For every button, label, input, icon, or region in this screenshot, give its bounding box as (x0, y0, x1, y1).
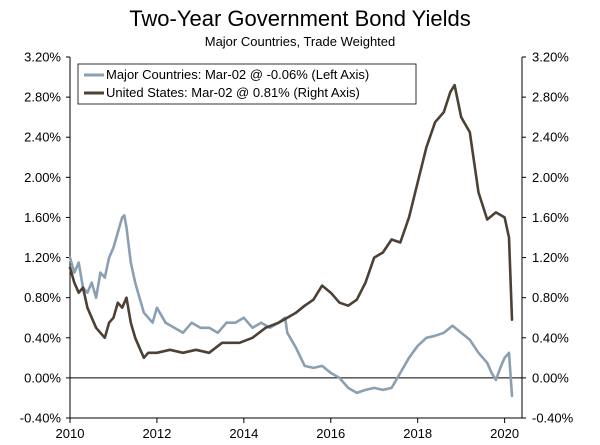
x-tick-label: 2020 (490, 426, 519, 441)
y-left-tick-label: 1.20% (24, 250, 61, 265)
y-right-tick-label: 0.80% (532, 290, 569, 305)
axes-layer: -0.40% -0.40% 0.00% 0.00% 0.40% 0.40% 0.80% 0.8… (20, 50, 574, 442)
series-layer (68, 83, 514, 398)
x-tick-label: 2014 (229, 426, 258, 441)
y-left-tick-label: 0.00% (24, 370, 61, 385)
series-line-united-states (68, 83, 514, 360)
legend-label-major-countries: Major Countries: Mar-02 @ -0.06% (Left A… (106, 67, 369, 82)
y-right-tick-label: 2.80% (532, 90, 569, 105)
x-tick-label: 2010 (56, 426, 85, 441)
y-left-tick-label: 0.40% (24, 330, 61, 345)
y-right-tick-label: -0.40% (532, 411, 574, 426)
legend-box (77, 63, 417, 105)
chart-title: Two-Year Government Bond Yields (129, 6, 471, 31)
series-line-major-countries (68, 214, 514, 398)
x-tick-label: 2016 (316, 426, 345, 441)
legend: Major Countries: Mar-02 @ -0.06% (Left A… (77, 63, 417, 105)
y-right-tick-label: 1.60% (532, 210, 569, 225)
x-tick-label: 2012 (142, 426, 171, 441)
y-left-tick-label: 3.20% (24, 50, 61, 65)
y-left-tick-label: -0.40% (20, 411, 62, 426)
y-right-tick-label: 0.40% (532, 330, 569, 345)
y-left-tick-label: 1.60% (24, 210, 61, 225)
x-tick-label: 2018 (403, 426, 432, 441)
y-right-tick-label: 1.20% (532, 250, 569, 265)
y-right-tick-label: 0.00% (532, 370, 569, 385)
y-left-tick-label: 2.80% (24, 90, 61, 105)
y-right-tick-label: 2.00% (532, 170, 569, 185)
y-left-tick-label: 0.80% (24, 290, 61, 305)
chart-subtitle: Major Countries, Trade Weighted (204, 34, 396, 49)
legend-label-united-states: United States: Mar-02 @ 0.81% (Right Axi… (106, 85, 360, 100)
y-left-tick-label: 2.40% (24, 130, 61, 145)
y-left-tick-label: 2.00% (24, 170, 61, 185)
y-right-tick-label: 2.40% (532, 130, 569, 145)
y-right-tick-label: 3.20% (532, 50, 569, 65)
